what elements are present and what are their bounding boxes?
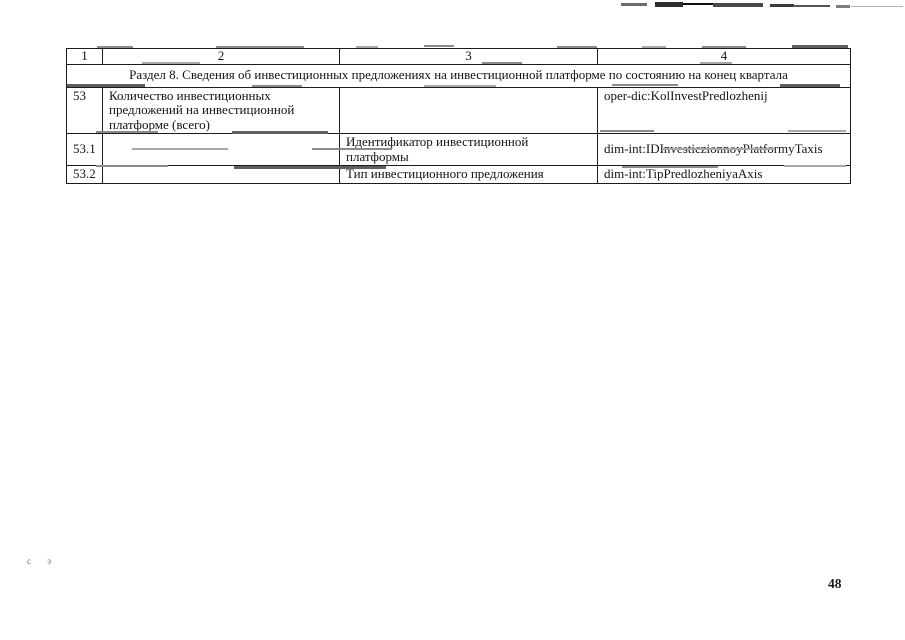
scan-artifact bbox=[557, 46, 597, 48]
section-title: Раздел 8. Сведения об инвестиционных пре… bbox=[66, 63, 851, 88]
scan-artifact bbox=[482, 62, 522, 64]
scan-artifact bbox=[713, 3, 763, 7]
page-number: 48 bbox=[828, 576, 842, 591]
scan-artifact bbox=[622, 166, 718, 168]
technical-code-cell: dim-int:IDInvesticzionnoyPlatformyTaxis bbox=[597, 133, 851, 166]
scan-artifact bbox=[612, 84, 678, 86]
scan-artifact bbox=[662, 148, 774, 150]
scan-artifact bbox=[655, 2, 683, 7]
scan-artifact bbox=[683, 3, 713, 5]
scan-artifact bbox=[702, 46, 746, 48]
analytic-attribute-cell: Тип инвестиционного предложения bbox=[339, 165, 598, 184]
scan-artifact bbox=[356, 46, 378, 48]
scan-artifact bbox=[770, 4, 794, 7]
analytic-attribute-cell bbox=[339, 86, 598, 134]
section-header-row: Раздел 8. Сведения об инвестиционных пре… bbox=[66, 63, 851, 88]
scan-artifact bbox=[424, 45, 454, 47]
scan-artifact bbox=[792, 45, 848, 48]
table-row-53-1: 53.1 Идентификатор инвестиционной платфо… bbox=[66, 133, 851, 166]
scan-artifact bbox=[67, 84, 145, 87]
scan-artifact bbox=[132, 148, 228, 150]
indicator-name-cell: Количество инвестиционных предложений на… bbox=[102, 86, 340, 134]
scan-artifact bbox=[216, 46, 304, 48]
scan-artifact bbox=[784, 165, 846, 167]
technical-code-cell: oper-dic:KolInvestPredlozhenij bbox=[597, 86, 851, 134]
scan-artifact bbox=[793, 5, 830, 7]
analytic-attribute-cell: Идентификатор инвестиционной платформы bbox=[339, 133, 598, 166]
column-header-3: 3 bbox=[339, 48, 598, 65]
scan-artifact bbox=[780, 84, 840, 87]
row-number-cell: 53 bbox=[66, 86, 103, 134]
scan-artifact bbox=[851, 6, 903, 7]
column-number-row: 1 2 3 4 bbox=[66, 48, 851, 65]
row-number-cell: 53.2 bbox=[66, 165, 103, 184]
scan-artifact bbox=[600, 130, 654, 132]
scan-artifact bbox=[621, 3, 647, 6]
scan-artifact bbox=[97, 46, 133, 48]
scan-artifact bbox=[642, 46, 666, 48]
scan-artifact bbox=[424, 85, 496, 87]
report-table: 1 2 3 4 Раздел 8. Сведения об инвестицио… bbox=[66, 48, 851, 184]
scan-artifact bbox=[234, 166, 386, 169]
scan-artifact bbox=[96, 131, 158, 133]
table-row-53-2: 53.2 Тип инвестиционного предложения dim… bbox=[66, 165, 851, 184]
scan-artifact bbox=[700, 62, 732, 64]
scan-artifact bbox=[142, 62, 200, 64]
row-number-cell: 53.1 bbox=[66, 133, 103, 166]
scan-artifact bbox=[788, 130, 846, 132]
scan-artifact bbox=[312, 148, 392, 150]
column-header-2: 2 bbox=[102, 48, 340, 65]
table-row-53: 53 Количество инвестиционных предложений… bbox=[66, 86, 851, 134]
scan-artifact bbox=[836, 5, 850, 8]
column-header-1: 1 bbox=[66, 48, 103, 65]
scan-artifact bbox=[96, 165, 168, 167]
technical-code-cell: dim-int:TipPredlozheniyaAxis bbox=[597, 165, 851, 184]
scan-artifact bbox=[252, 85, 302, 87]
margin-mark: с э bbox=[27, 556, 59, 566]
scan-artifact bbox=[232, 131, 328, 134]
